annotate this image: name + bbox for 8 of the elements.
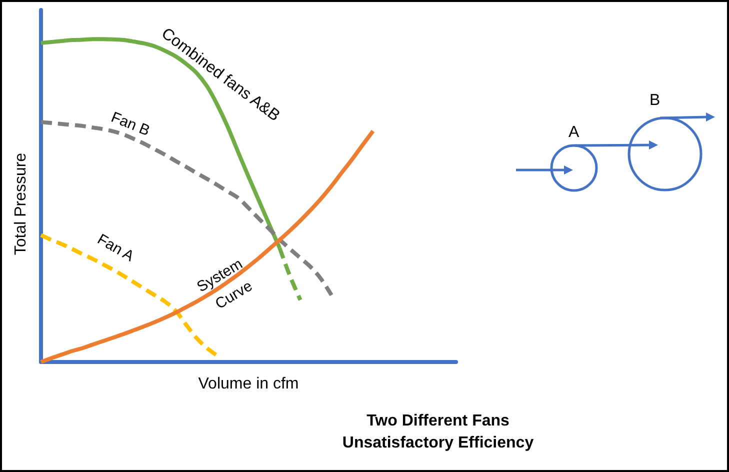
text: Unsatisfactory Efficiency — [342, 434, 534, 452]
x-axis-title: Volume in cfm — [198, 376, 299, 392]
text: Fan A — [94, 230, 137, 266]
text: Two Different Fans — [366, 412, 510, 430]
y-axis-title: Total Pressure — [12, 152, 30, 256]
text: A — [568, 124, 580, 142]
text: B — [650, 92, 660, 110]
text: Fan B — [108, 108, 152, 140]
